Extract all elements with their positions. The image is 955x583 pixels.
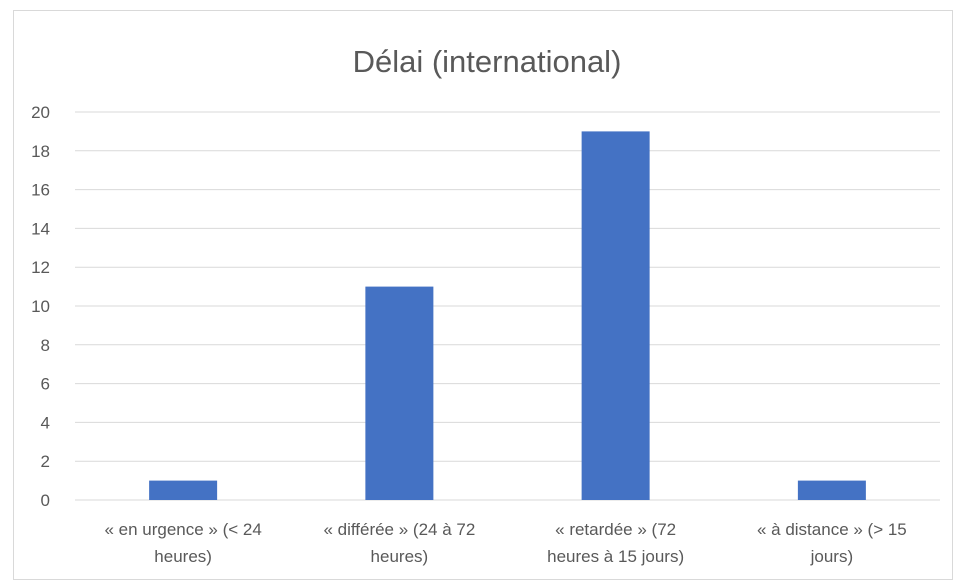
y-tick-label: 0 xyxy=(41,491,50,510)
y-tick-label: 12 xyxy=(31,258,50,277)
x-category-label: jours) xyxy=(810,547,854,566)
x-axis-labels: « en urgence » (< 24 heures) « différée » … xyxy=(104,520,906,566)
y-tick-label: 4 xyxy=(41,413,50,432)
y-tick-label: 18 xyxy=(31,142,50,161)
bars xyxy=(149,131,866,500)
bar xyxy=(365,286,434,500)
y-axis-ticks: 0 2 4 6 8 10 12 14 16 18 20 xyxy=(31,103,50,510)
x-category-label: « différée » (24 à 72 xyxy=(323,520,475,539)
x-category-label: heures) xyxy=(154,547,212,566)
x-category-label: heures) xyxy=(371,547,429,566)
y-tick-label: 16 xyxy=(31,181,50,200)
x-category-label: heures à 15 jours) xyxy=(547,547,684,566)
x-category-label: « en urgence » (< 24 xyxy=(104,520,261,539)
bar xyxy=(581,131,650,500)
x-category-label: « à distance » (> 15 xyxy=(757,520,907,539)
gridlines xyxy=(75,111,940,501)
y-tick-label: 2 xyxy=(41,452,50,471)
y-tick-label: 14 xyxy=(31,219,50,238)
y-tick-label: 6 xyxy=(41,375,50,394)
x-category-label: « retardée » (72 xyxy=(555,520,676,539)
y-tick-label: 8 xyxy=(41,336,50,355)
y-tick-label: 20 xyxy=(31,103,50,122)
bar xyxy=(149,480,218,500)
bar xyxy=(797,480,866,500)
chart-title: Délai (international) xyxy=(353,44,622,79)
y-tick-label: 10 xyxy=(31,297,50,316)
